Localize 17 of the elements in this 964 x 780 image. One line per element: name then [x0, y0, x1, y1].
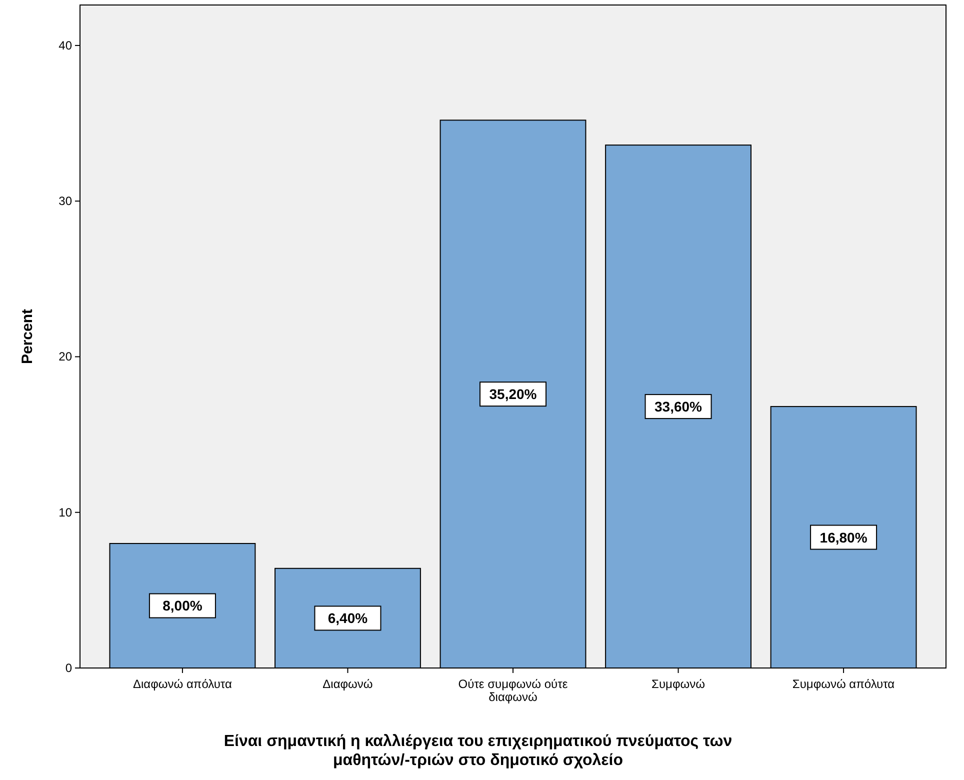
data-label: 33,60%	[654, 398, 703, 415]
y-tick-label: 40	[58, 38, 72, 52]
x-tick-label: Συμφωνώ	[652, 677, 705, 691]
y-tick-label: 0	[65, 661, 72, 675]
x-tick-label: Ούτε συμφωνώ ούτε διαφωνώ	[458, 677, 568, 704]
y-tick-label: 10	[58, 505, 72, 520]
x-tick-label: Συμφωνώ απόλυτα	[792, 677, 895, 691]
data-label: 35,20%	[489, 386, 538, 402]
x-tick-label: Διαφωνώ απόλυτα	[133, 677, 232, 691]
x-axis-title: Είναι σημαντική η καλλιέργεια του επιχειρηματικού πνεύματος των μαθητών/-τριών στο δημοτικό σχολείο	[224, 733, 732, 769]
data-label: 16,80%	[820, 529, 868, 546]
y-axis-title: Percent	[19, 308, 36, 364]
data-label: 6,40%	[328, 610, 368, 626]
data-label: 8,00%	[162, 598, 203, 614]
y-tick-label: 30	[58, 194, 72, 208]
x-tick-label: Διαφωνώ	[322, 677, 373, 691]
y-tick-label: 20	[58, 350, 72, 364]
